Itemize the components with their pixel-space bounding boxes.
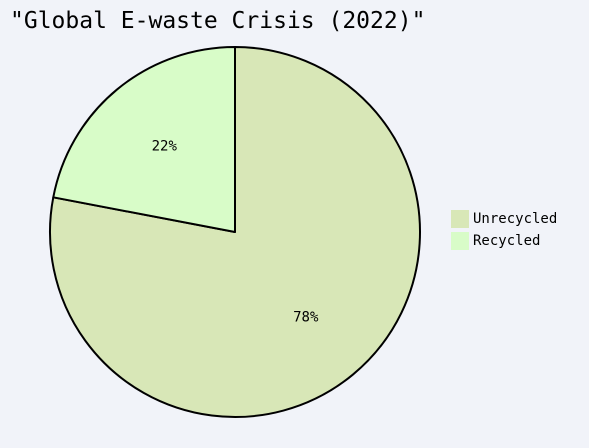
- pie-slices: [49, 46, 421, 418]
- legend-swatch-recycled: [451, 232, 469, 250]
- slice-label-recycled: 22%: [152, 138, 178, 154]
- legend: Unrecycled Recycled: [451, 208, 557, 252]
- pie-slice-labels: 78% 22%: [152, 138, 319, 325]
- legend-item-unrecycled: Unrecycled: [451, 208, 557, 230]
- chart-title: "Global E-waste Crisis (2022)": [10, 8, 426, 34]
- legend-label-recycled: Recycled: [473, 233, 541, 249]
- slice-label-unrecycled: 78%: [293, 310, 319, 326]
- legend-label-unrecycled: Unrecycled: [473, 211, 558, 227]
- legend-item-recycled: Recycled: [451, 230, 557, 252]
- pie-slice-unrecycled: [49, 46, 421, 418]
- legend-swatch-unrecycled: [451, 210, 469, 228]
- pie-slice-recycled: [52, 46, 236, 233]
